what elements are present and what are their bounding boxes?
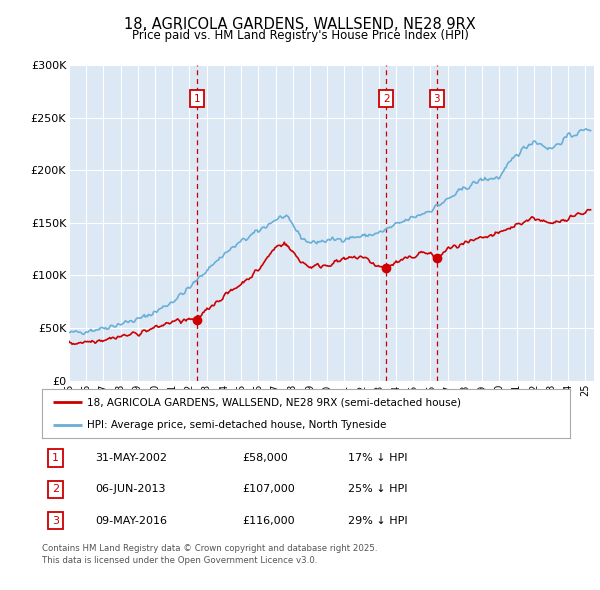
Text: £116,000: £116,000	[242, 516, 295, 526]
Text: 18, AGRICOLA GARDENS, WALLSEND, NE28 9RX: 18, AGRICOLA GARDENS, WALLSEND, NE28 9RX	[124, 17, 476, 32]
Text: 2: 2	[52, 484, 59, 494]
Text: £107,000: £107,000	[242, 484, 295, 494]
Text: 17% ↓ HPI: 17% ↓ HPI	[348, 453, 408, 463]
Text: 2: 2	[383, 94, 389, 104]
Text: HPI: Average price, semi-detached house, North Tyneside: HPI: Average price, semi-detached house,…	[87, 419, 386, 430]
Text: 29% ↓ HPI: 29% ↓ HPI	[348, 516, 408, 526]
Text: 31-MAY-2002: 31-MAY-2002	[95, 453, 167, 463]
Text: 1: 1	[52, 453, 59, 463]
Text: 3: 3	[433, 94, 440, 104]
Text: 3: 3	[52, 516, 59, 526]
Text: 06-JUN-2013: 06-JUN-2013	[95, 484, 166, 494]
Text: Contains HM Land Registry data © Crown copyright and database right 2025.
This d: Contains HM Land Registry data © Crown c…	[42, 544, 377, 565]
Text: 18, AGRICOLA GARDENS, WALLSEND, NE28 9RX (semi-detached house): 18, AGRICOLA GARDENS, WALLSEND, NE28 9RX…	[87, 398, 461, 408]
Text: 25% ↓ HPI: 25% ↓ HPI	[348, 484, 408, 494]
Text: 1: 1	[193, 94, 200, 104]
Text: 09-MAY-2016: 09-MAY-2016	[95, 516, 167, 526]
Text: £58,000: £58,000	[242, 453, 289, 463]
Text: Price paid vs. HM Land Registry's House Price Index (HPI): Price paid vs. HM Land Registry's House …	[131, 29, 469, 42]
